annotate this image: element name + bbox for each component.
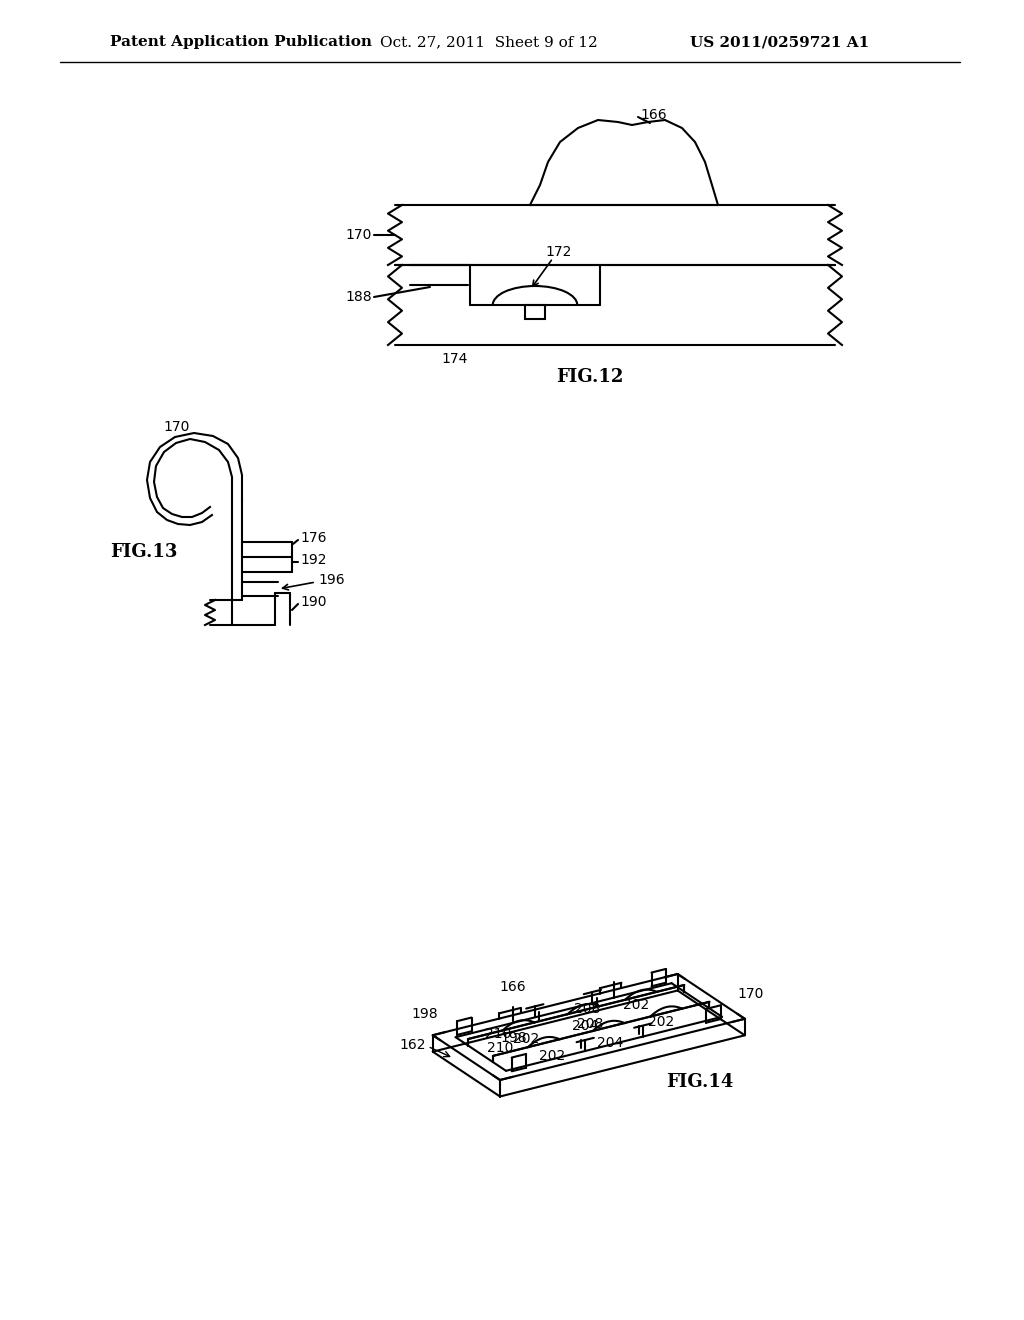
Text: 210: 210	[485, 1027, 512, 1040]
Text: FIG.13: FIG.13	[110, 543, 177, 561]
Text: 166: 166	[500, 981, 526, 994]
Text: 196: 196	[318, 573, 345, 587]
Text: 162: 162	[399, 1039, 426, 1052]
Text: 170: 170	[737, 987, 763, 1001]
Text: 166: 166	[640, 108, 667, 121]
Text: 204: 204	[571, 1019, 598, 1034]
Text: 204: 204	[597, 1036, 624, 1051]
Text: Patent Application Publication: Patent Application Publication	[110, 36, 372, 49]
Text: 202: 202	[623, 998, 649, 1012]
Text: US 2011/0259721 A1: US 2011/0259721 A1	[690, 36, 869, 49]
Bar	[525, 305, 545, 319]
Text: FIG.12: FIG.12	[556, 368, 624, 385]
Text: 190: 190	[300, 595, 327, 609]
Text: 174: 174	[441, 352, 468, 366]
Text: 170: 170	[164, 420, 190, 434]
Text: 208: 208	[574, 1002, 601, 1016]
Text: 202: 202	[539, 1048, 565, 1063]
Text: 210: 210	[487, 1040, 514, 1055]
Text: 172: 172	[545, 246, 571, 259]
Text: 202: 202	[648, 1015, 675, 1030]
Text: 188: 188	[345, 290, 372, 304]
Text: 198: 198	[501, 1031, 527, 1044]
Text: 202: 202	[513, 1032, 540, 1045]
Text: 176: 176	[300, 531, 327, 545]
Text: 170: 170	[346, 228, 372, 242]
Text: 192: 192	[300, 553, 327, 568]
Text: 208: 208	[577, 1016, 603, 1031]
Text: FIG.14: FIG.14	[666, 1073, 733, 1092]
Text: Oct. 27, 2011  Sheet 9 of 12: Oct. 27, 2011 Sheet 9 of 12	[380, 36, 598, 49]
Text: 198: 198	[411, 1007, 437, 1022]
